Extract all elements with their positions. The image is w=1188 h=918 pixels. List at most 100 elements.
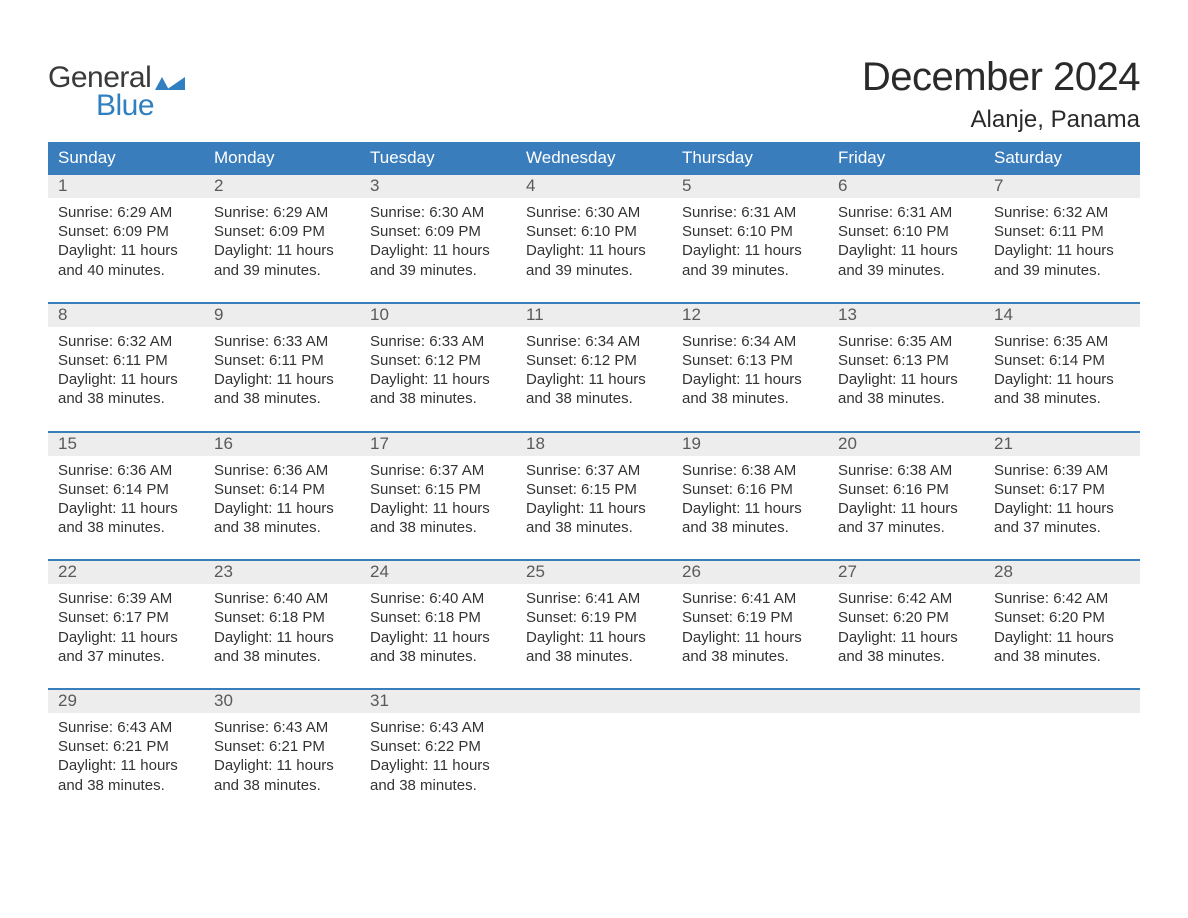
day-cell: [672, 713, 828, 795]
day-number: 8: [48, 304, 204, 327]
sunset-text: Sunset: 6:15 PM: [370, 480, 506, 499]
day-cell: Sunrise: 6:34 AMSunset: 6:13 PMDaylight:…: [672, 327, 828, 409]
sunrise-text: Sunrise: 6:41 AM: [526, 589, 662, 608]
sunset-text: Sunset: 6:09 PM: [214, 222, 350, 241]
sunset-text: Sunset: 6:13 PM: [838, 351, 974, 370]
daylight-text-line1: Daylight: 11 hours: [58, 499, 194, 518]
day-cell: Sunrise: 6:30 AMSunset: 6:09 PMDaylight:…: [360, 198, 516, 280]
logo: General Blue: [48, 55, 185, 121]
sunrise-text: Sunrise: 6:43 AM: [370, 718, 506, 737]
daylight-text-line1: Daylight: 11 hours: [370, 756, 506, 775]
day-number: 13: [828, 304, 984, 327]
daylight-text-line1: Daylight: 11 hours: [682, 241, 818, 260]
sunrise-text: Sunrise: 6:33 AM: [370, 332, 506, 351]
daylight-text-line2: and 38 minutes.: [682, 389, 818, 408]
daylight-text-line2: and 38 minutes.: [838, 647, 974, 666]
sunset-text: Sunset: 6:19 PM: [526, 608, 662, 627]
day-cell: Sunrise: 6:29 AMSunset: 6:09 PMDaylight:…: [48, 198, 204, 280]
day-cell: Sunrise: 6:36 AMSunset: 6:14 PMDaylight:…: [48, 456, 204, 538]
daylight-text-line2: and 38 minutes.: [994, 389, 1130, 408]
day-cell: Sunrise: 6:32 AMSunset: 6:11 PMDaylight:…: [984, 198, 1140, 280]
day-number-row: 1234567: [48, 175, 1140, 198]
daylight-text-line2: and 37 minutes.: [838, 518, 974, 537]
daylight-text-line2: and 38 minutes.: [214, 389, 350, 408]
daylight-text-line2: and 39 minutes.: [994, 261, 1130, 280]
sunset-text: Sunset: 6:18 PM: [370, 608, 506, 627]
daylight-text-line1: Daylight: 11 hours: [838, 628, 974, 647]
day-cell: Sunrise: 6:36 AMSunset: 6:14 PMDaylight:…: [204, 456, 360, 538]
day-number: [672, 690, 828, 713]
daylight-text-line1: Daylight: 11 hours: [370, 370, 506, 389]
sunset-text: Sunset: 6:10 PM: [838, 222, 974, 241]
dow-monday: Monday: [204, 142, 360, 175]
daylight-text-line1: Daylight: 11 hours: [58, 756, 194, 775]
sunrise-text: Sunrise: 6:38 AM: [682, 461, 818, 480]
month-title: December 2024: [862, 55, 1140, 100]
daylight-text-line1: Daylight: 11 hours: [994, 628, 1130, 647]
sunrise-text: Sunrise: 6:34 AM: [682, 332, 818, 351]
daylight-text-line1: Daylight: 11 hours: [526, 628, 662, 647]
day-number: [516, 690, 672, 713]
sunrise-text: Sunrise: 6:39 AM: [58, 589, 194, 608]
sunset-text: Sunset: 6:11 PM: [214, 351, 350, 370]
sunrise-text: Sunrise: 6:42 AM: [838, 589, 974, 608]
day-number: 24: [360, 561, 516, 584]
day-number: 29: [48, 690, 204, 713]
daylight-text-line2: and 38 minutes.: [994, 647, 1130, 666]
daylight-text-line2: and 38 minutes.: [370, 389, 506, 408]
day-cell: Sunrise: 6:40 AMSunset: 6:18 PMDaylight:…: [204, 584, 360, 666]
day-cell: Sunrise: 6:42 AMSunset: 6:20 PMDaylight:…: [984, 584, 1140, 666]
sunset-text: Sunset: 6:09 PM: [58, 222, 194, 241]
dow-thursday: Thursday: [672, 142, 828, 175]
day-number: 22: [48, 561, 204, 584]
daylight-text-line2: and 40 minutes.: [58, 261, 194, 280]
day-cell: Sunrise: 6:42 AMSunset: 6:20 PMDaylight:…: [828, 584, 984, 666]
sunset-text: Sunset: 6:11 PM: [994, 222, 1130, 241]
sunset-text: Sunset: 6:11 PM: [58, 351, 194, 370]
day-number: 2: [204, 175, 360, 198]
day-number: 31: [360, 690, 516, 713]
daylight-text-line2: and 38 minutes.: [58, 518, 194, 537]
daylight-text-line1: Daylight: 11 hours: [682, 370, 818, 389]
calendar: Sunday Monday Tuesday Wednesday Thursday…: [48, 142, 1140, 795]
day-number: 1: [48, 175, 204, 198]
day-cell: [516, 713, 672, 795]
daylight-text-line1: Daylight: 11 hours: [994, 370, 1130, 389]
daylight-text-line2: and 38 minutes.: [526, 647, 662, 666]
calendar-week: 22232425262728 Sunrise: 6:39 AM Sunset: 6:…: [48, 559, 1140, 666]
daylight-text-line1: Daylight: 11 hours: [58, 370, 194, 389]
daylight-text-line1: Daylight: 11 hours: [214, 370, 350, 389]
day-cell: Sunrise: 6:32 AMSunset: 6:11 PMDaylight:…: [48, 327, 204, 409]
sunset-text: Sunset: 6:12 PM: [370, 351, 506, 370]
sunset-text: Sunset: 6:18 PM: [214, 608, 350, 627]
sunset-text: Sunset: 6:16 PM: [838, 480, 974, 499]
sunset-text: Sunset: 6:22 PM: [370, 737, 506, 756]
sunrise-text: Sunrise: 6:38 AM: [838, 461, 974, 480]
daylight-text-line2: and 38 minutes.: [370, 647, 506, 666]
day-cell: Sunrise: 6:37 AMSunset: 6:15 PMDaylight:…: [360, 456, 516, 538]
calendar-week: 15161718192021Sunrise: 6:36 AMSunset: 6:…: [48, 431, 1140, 538]
day-cell: Sunrise: 6:33 AMSunset: 6:12 PMDaylight:…: [360, 327, 516, 409]
logo-flag-icon: [155, 73, 185, 93]
day-cell: Sunrise: 6:43 AMSunset: 6:21 PMDaylight:…: [204, 713, 360, 795]
daylight-text-line2: and 38 minutes.: [214, 776, 350, 795]
daylight-text-line1: Daylight: 11 hours: [214, 499, 350, 518]
sunrise-text: Sunrise: 6:29 AM: [214, 203, 350, 222]
day-cell: Sunrise: 6:39 AMSunset: 6:17 PMDaylight:…: [984, 456, 1140, 538]
daylight-text-line1: Daylight: 11 hours: [526, 370, 662, 389]
daylight-text-line2: and 37 minutes.: [58, 647, 194, 666]
day-cell: Sunrise: 6:34 AMSunset: 6:12 PMDaylight:…: [516, 327, 672, 409]
sunset-text: Sunset: 6:19 PM: [682, 608, 818, 627]
title-block: December 2024 Alanje, Panama: [862, 55, 1140, 134]
daylight-text-line1: Daylight: 11 hours: [994, 241, 1130, 260]
daylight-text-line1: Daylight: 11 hours: [526, 241, 662, 260]
sunset-text: Sunset: 6:13 PM: [682, 351, 818, 370]
day-number-row: 22232425262728: [48, 561, 1140, 584]
day-number-row: 293031: [48, 690, 1140, 713]
sunset-text: Sunset: 6:14 PM: [58, 480, 194, 499]
sunrise-text: Sunrise: 6:39 AM: [994, 461, 1130, 480]
day-cell: Sunrise: 6:43 AMSunset: 6:22 PMDaylight:…: [360, 713, 516, 795]
sunset-text: Sunset: 6:20 PM: [994, 608, 1130, 627]
day-cell: [984, 713, 1140, 795]
dow-sunday: Sunday: [48, 142, 204, 175]
